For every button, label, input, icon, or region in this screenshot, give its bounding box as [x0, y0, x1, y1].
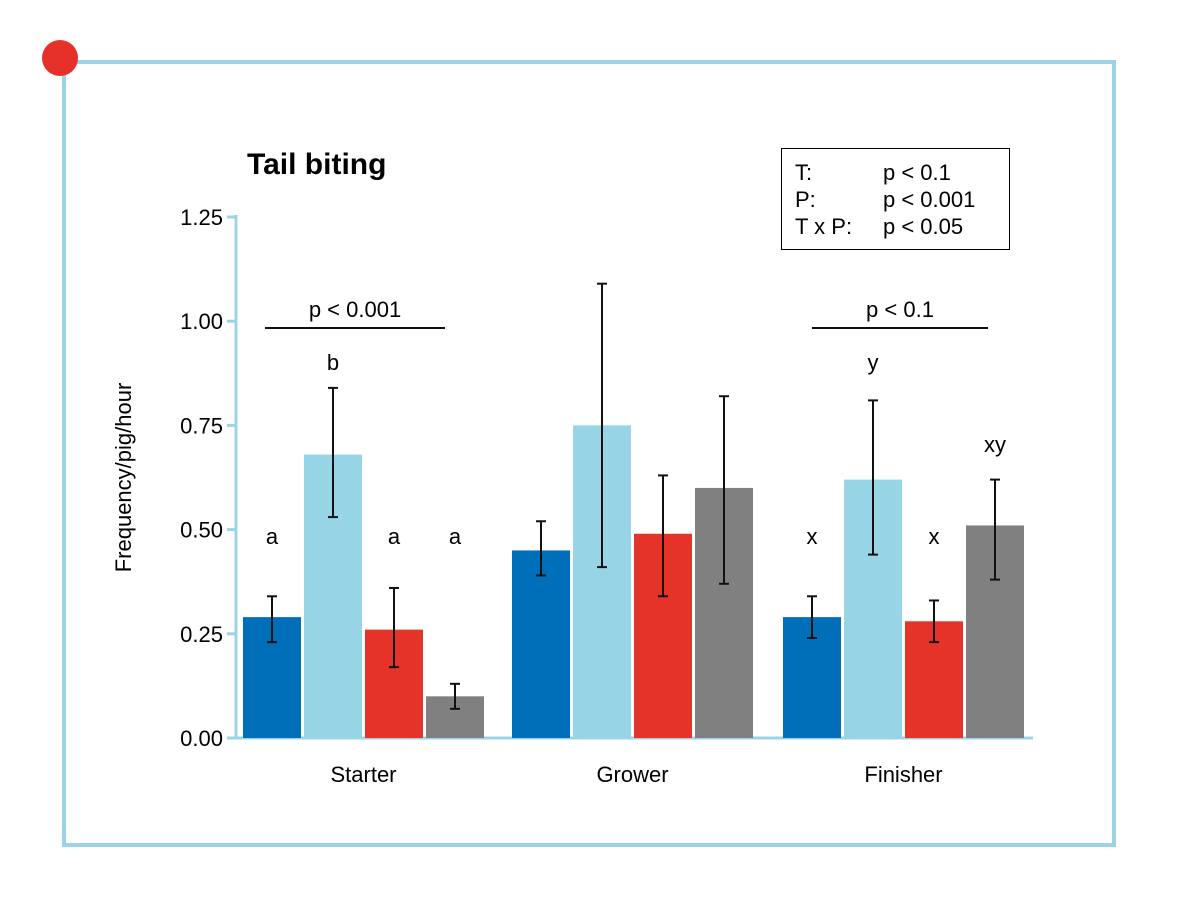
- x-tick-label: Finisher: [864, 762, 942, 787]
- significance-letter: a: [449, 524, 462, 549]
- stats-p-value: p < 0.1: [883, 160, 951, 185]
- stats-p-value: p < 0.001: [883, 187, 976, 212]
- y-tick-label: 0.25: [180, 622, 223, 647]
- y-tick-label: 1.25: [180, 205, 223, 230]
- x-tick-label: Starter: [330, 762, 396, 787]
- significance-letter: x: [929, 524, 940, 549]
- significance-letter: a: [266, 524, 279, 549]
- significance-letter: x: [807, 524, 818, 549]
- red-dot-marker: [42, 40, 78, 76]
- y-tick-label: 0.50: [180, 518, 223, 543]
- stats-row: P: p < 0.001: [795, 186, 1009, 213]
- y-tick-label: 0.75: [180, 413, 223, 438]
- chart-title: Tail biting: [247, 148, 387, 181]
- stats-term: T:: [795, 160, 813, 185]
- stats-term: T x P:: [795, 214, 853, 239]
- stats-row: T x P: p < 0.05: [795, 213, 1009, 240]
- figure-frame: [62, 60, 1116, 847]
- bar: [512, 550, 570, 738]
- significance-letter: y: [868, 350, 879, 375]
- stats-term: P:: [795, 187, 816, 212]
- stats-row: T: p < 0.1: [795, 159, 1009, 186]
- comparison-label: p < 0.1: [866, 297, 934, 322]
- y-tick-label: 0.00: [180, 726, 223, 751]
- y-tick-label: 1.00: [180, 309, 223, 334]
- stats-legend-box: T: p < 0.1 P: p < 0.001 T x P: p < 0.05: [781, 148, 1010, 250]
- y-axis-label: Frequency/pig/hour: [111, 383, 136, 573]
- comparison-label: p < 0.001: [309, 297, 401, 322]
- stats-p-value: p < 0.05: [883, 214, 964, 239]
- x-tick-label: Grower: [596, 762, 668, 787]
- significance-letter: a: [388, 524, 401, 549]
- significance-letter: b: [327, 350, 339, 375]
- significance-letter: xy: [984, 432, 1006, 457]
